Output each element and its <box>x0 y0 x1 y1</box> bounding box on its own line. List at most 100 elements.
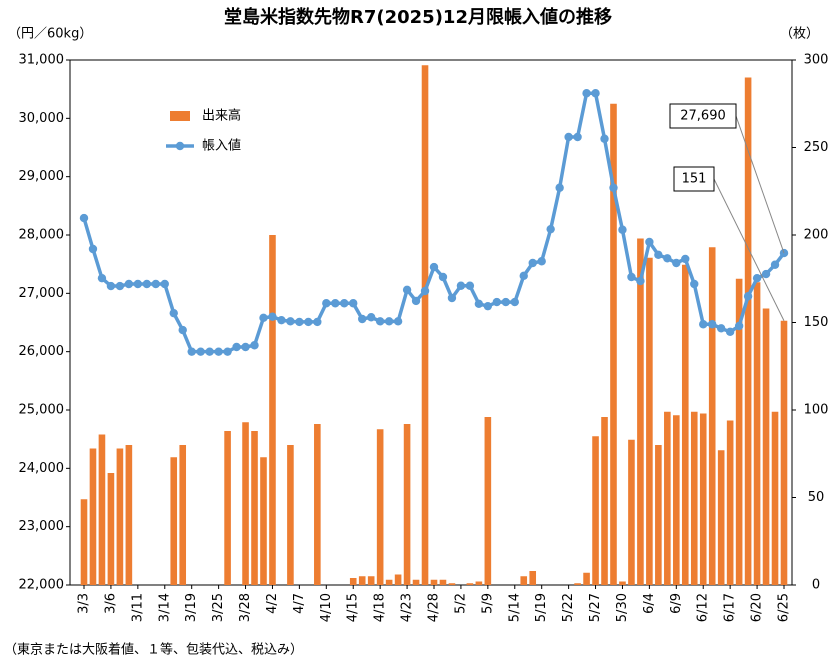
bar <box>421 65 429 585</box>
point <box>322 299 331 308</box>
x-tick-label: 4/28 <box>427 593 442 622</box>
x-tick-label: 5/30 <box>615 593 630 622</box>
point <box>268 312 277 321</box>
bar <box>269 235 276 585</box>
legend-swatch <box>170 111 190 121</box>
x-tick-label: 5/19 <box>534 593 549 622</box>
point <box>375 317 385 326</box>
x-tick-label: 3/19 <box>184 593 199 622</box>
y-tick-label: 27,000 <box>19 286 65 301</box>
point <box>97 273 107 283</box>
y2-axis-label: （枚） <box>780 27 819 42</box>
bar <box>403 424 411 585</box>
bar <box>646 257 653 585</box>
point <box>537 257 546 266</box>
bar <box>529 571 537 585</box>
x-tick-label: 6/20 <box>750 593 765 622</box>
point <box>106 281 116 291</box>
point <box>384 317 394 326</box>
point <box>411 296 421 306</box>
annotation-box <box>669 103 737 129</box>
bar <box>242 422 249 585</box>
point <box>169 308 178 318</box>
y-axis-label: （円／60kg） <box>8 27 92 42</box>
point <box>241 342 250 352</box>
point <box>761 269 771 279</box>
point <box>546 224 555 234</box>
point <box>402 285 412 295</box>
y2-tick-label: 50 <box>808 490 825 505</box>
point <box>366 313 376 322</box>
y-tick-label: 29,000 <box>19 169 65 184</box>
point <box>331 299 340 308</box>
bar <box>520 576 528 585</box>
point <box>672 258 681 268</box>
bar <box>699 413 707 585</box>
bar <box>681 264 689 585</box>
point <box>349 299 358 308</box>
leader-line <box>713 178 785 321</box>
point <box>277 315 286 325</box>
point <box>447 293 457 303</box>
bar <box>80 499 88 585</box>
point <box>600 134 609 143</box>
point <box>250 341 259 350</box>
point <box>115 281 125 291</box>
point <box>456 281 466 290</box>
point <box>214 347 223 356</box>
x-tick-label: 5/27 <box>588 593 603 622</box>
point <box>510 297 519 307</box>
point <box>313 317 322 327</box>
x-tick-label: 4/2 <box>265 593 280 614</box>
bar <box>179 445 187 585</box>
point <box>654 250 663 260</box>
bar <box>107 473 115 585</box>
point <box>681 254 690 264</box>
bar <box>116 448 124 585</box>
legend-marker <box>175 141 185 151</box>
bar <box>89 448 97 585</box>
point <box>519 271 528 281</box>
point <box>528 258 537 268</box>
bar <box>125 445 133 585</box>
y2-tick-label: 200 <box>804 228 829 243</box>
bar <box>601 417 608 585</box>
bar <box>726 420 734 585</box>
bar <box>673 415 680 585</box>
bar <box>753 282 761 585</box>
bar <box>619 581 626 585</box>
x-tick-label: 3/6 <box>103 593 118 614</box>
point <box>286 317 295 326</box>
leader-line <box>735 115 785 254</box>
point <box>627 272 636 282</box>
point <box>304 317 313 327</box>
point <box>492 297 502 307</box>
point <box>259 313 268 323</box>
y-tick-label: 26,000 <box>19 344 65 359</box>
bar <box>448 583 456 585</box>
point <box>699 320 708 329</box>
bar <box>314 424 321 585</box>
x-tick-label: 4/15 <box>346 593 361 622</box>
bar <box>628 439 635 585</box>
point <box>501 297 510 307</box>
point <box>708 320 717 329</box>
legend-label: 帳入値 <box>202 138 241 154</box>
bar <box>762 308 770 585</box>
bar <box>376 429 384 585</box>
point <box>151 279 160 289</box>
point <box>609 183 618 192</box>
bar <box>610 103 617 585</box>
chart-title: 堂島米指数先物R7(2025)12月限帳入値の推移 <box>224 6 612 28</box>
point <box>645 237 654 247</box>
point <box>690 279 699 289</box>
y-tick-label: 25,000 <box>19 403 65 418</box>
point <box>340 299 349 308</box>
point <box>438 272 448 282</box>
bar <box>771 411 779 585</box>
y2-tick-label: 150 <box>804 315 829 330</box>
annotation: 27,690 <box>680 109 726 124</box>
point <box>232 342 241 352</box>
y2-tick-label: 250 <box>804 140 829 155</box>
